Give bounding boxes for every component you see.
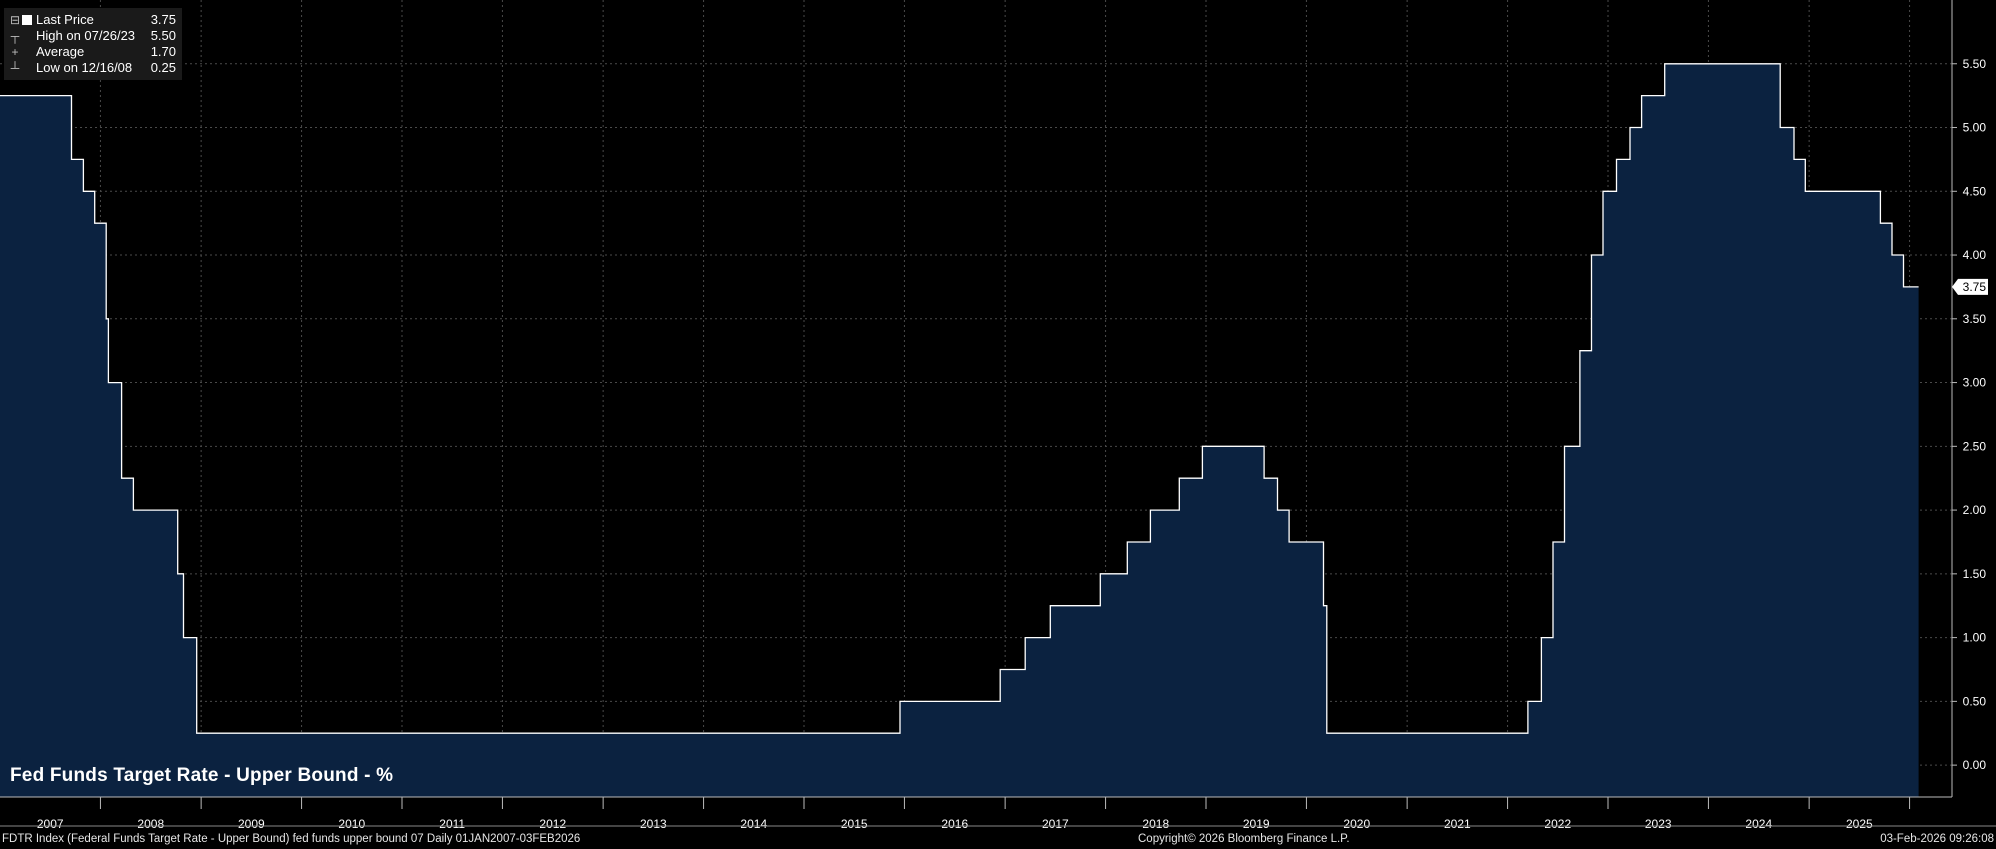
legend-value: 1.70 bbox=[150, 44, 176, 59]
axes: 0.00 0.50 1.00 1.50 2.00 2.50 3.00 3.50 4.00 4.50… bbox=[0, 0, 1996, 831]
legend-value: 3.75 bbox=[150, 12, 176, 27]
y-tick-label: 3.50 bbox=[1963, 312, 1987, 326]
x-tick-label: 2021 bbox=[1444, 817, 1471, 831]
plot-area bbox=[0, 63, 1919, 798]
last-value-label: 3.75 bbox=[1963, 280, 1987, 294]
collapse-icon[interactable]: ⊟ bbox=[10, 13, 21, 27]
y-tick-label: 0.50 bbox=[1963, 694, 1987, 708]
x-tick-label: 2013 bbox=[640, 817, 667, 831]
x-tick-label: 2019 bbox=[1243, 817, 1270, 831]
y-tick-label: 1.00 bbox=[1963, 631, 1987, 645]
x-tick-label: 2010 bbox=[338, 817, 365, 831]
x-tick-label: 2014 bbox=[740, 817, 767, 831]
footer-ticker-description: FDTR Index (Federal Funds Target Rate - … bbox=[2, 833, 581, 845]
average-marker-icon: + bbox=[11, 45, 19, 59]
y-tick-label: 5.00 bbox=[1963, 121, 1987, 135]
legend: ⊟ Last Price 3.75 ┬ High on 07/26/23 5.5… bbox=[4, 8, 182, 80]
x-tick-label: 2008 bbox=[137, 817, 164, 831]
footer-timestamp: 03-Feb-2026 09:26:08 bbox=[1880, 833, 1994, 845]
y-tick-label: 4.50 bbox=[1963, 184, 1987, 198]
legend-label: Low on 12/16/08 bbox=[36, 60, 133, 75]
legend-row-high: ┬ High on 07/26/23 5.50 bbox=[4, 28, 182, 44]
x-tick-label: 2007 bbox=[37, 817, 64, 831]
legend-value: 0.25 bbox=[150, 60, 176, 75]
chart-title: Fed Funds Target Rate - Upper Bound - % bbox=[10, 765, 394, 786]
legend-label: Last Price bbox=[36, 12, 94, 27]
y-tick-label: 3.00 bbox=[1963, 376, 1987, 390]
legend-label: Average bbox=[36, 44, 85, 59]
x-tick-label: 2016 bbox=[941, 817, 968, 831]
x-tick-label: 2015 bbox=[841, 817, 868, 831]
series-area-fill bbox=[0, 63, 1919, 798]
x-tick-label: 2022 bbox=[1544, 817, 1571, 831]
x-tick-label: 2018 bbox=[1142, 817, 1169, 831]
x-tick-label: 2024 bbox=[1745, 817, 1772, 831]
series-line bbox=[0, 63, 1919, 734]
high-marker-icon: ┬ bbox=[10, 29, 20, 43]
y-tick-label: 4.00 bbox=[1963, 248, 1987, 262]
x-tick-label: 2017 bbox=[1042, 817, 1069, 831]
y-tick-label: 1.50 bbox=[1963, 567, 1987, 581]
x-tick-label: 2009 bbox=[238, 817, 265, 831]
low-marker-icon: ┴ bbox=[10, 61, 20, 75]
legend-label: High on 07/26/23 bbox=[36, 28, 136, 43]
x-tick-label: 2012 bbox=[539, 817, 566, 831]
footer-copyright: Copyright© 2026 Bloomberg Finance L.P. bbox=[1138, 833, 1350, 845]
y-tick-label: 2.50 bbox=[1963, 439, 1987, 453]
y-tick-label: 2.00 bbox=[1963, 503, 1987, 517]
y-tick-label: 0.00 bbox=[1963, 758, 1987, 772]
legend-row-low: ┴ Low on 12/16/08 0.25 bbox=[4, 60, 182, 76]
x-tick-label: 2025 bbox=[1846, 817, 1873, 831]
x-tick-label: 2023 bbox=[1645, 817, 1672, 831]
last-value-marker: 3.75 bbox=[1952, 278, 1988, 295]
x-tick-label: 2020 bbox=[1343, 817, 1370, 831]
x-tick-label: 2011 bbox=[439, 817, 465, 831]
last-value-tag bbox=[1952, 278, 1988, 295]
legend-row-last-price: ⊟ Last Price 3.75 bbox=[4, 12, 182, 28]
y-tick-label: 5.50 bbox=[1963, 57, 1987, 71]
legend-row-average: + Average 1.70 bbox=[4, 44, 182, 60]
series-swatch bbox=[22, 15, 32, 25]
legend-value: 5.50 bbox=[150, 28, 176, 43]
